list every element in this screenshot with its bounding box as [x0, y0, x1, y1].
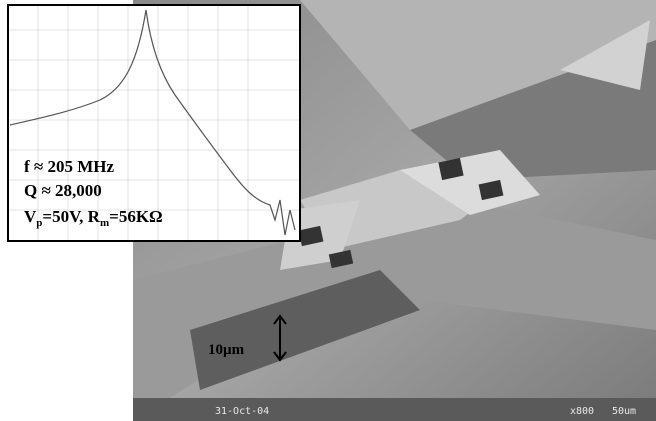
magnification: x800	[570, 406, 594, 417]
quality-factor: Q ≈ 28,000	[24, 181, 102, 200]
scale-label: 10µm	[208, 342, 245, 358]
frequency: f ≈ 205 MHz	[24, 157, 115, 176]
scale-bar: 50um	[612, 406, 636, 417]
bias-conditions: Vp=50V, Rm=56KΩ	[24, 207, 163, 229]
subscript: m	[100, 217, 109, 229]
text: =50V, R	[42, 207, 100, 226]
text: V	[24, 207, 37, 226]
inset-plot: f ≈ 205 MHz Q ≈ 28,000 Vp=50V, Rm=56KΩ	[8, 5, 300, 241]
text: =56KΩ	[109, 207, 163, 226]
date: 31-Oct-04	[215, 406, 269, 417]
page: 10µm 31-Oct-04 x800 50um f ≈ 205 MHz Q ≈…	[0, 0, 656, 421]
figure: 10µm 31-Oct-04 x800 50um f ≈ 205 MHz Q ≈…	[0, 0, 656, 421]
